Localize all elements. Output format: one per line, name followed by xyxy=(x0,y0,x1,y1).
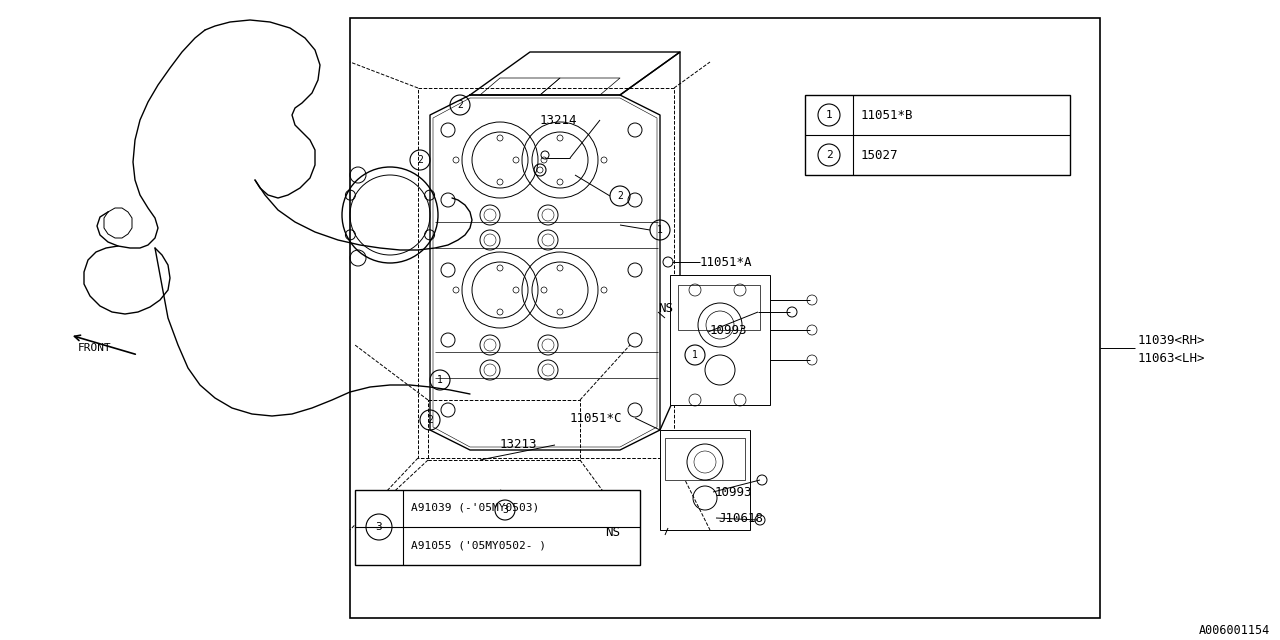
Text: 2: 2 xyxy=(617,191,623,201)
Bar xyxy=(666,438,745,480)
Text: A006001154: A006001154 xyxy=(1199,623,1270,637)
Text: J10618: J10618 xyxy=(718,511,763,525)
Text: 1: 1 xyxy=(692,350,698,360)
Text: 1: 1 xyxy=(657,225,663,235)
Bar xyxy=(355,490,640,565)
Text: 11051*C: 11051*C xyxy=(570,412,622,424)
Text: 11051*B: 11051*B xyxy=(861,109,914,122)
Text: 1: 1 xyxy=(436,375,443,385)
Text: 3: 3 xyxy=(375,522,383,532)
Text: 11063<LH>: 11063<LH> xyxy=(1138,351,1206,365)
Text: NS: NS xyxy=(658,301,673,314)
Text: 13213: 13213 xyxy=(500,438,538,451)
Text: 13214: 13214 xyxy=(540,113,577,127)
Bar xyxy=(678,285,760,330)
Text: 3: 3 xyxy=(502,505,508,515)
Text: FRONT: FRONT xyxy=(78,343,111,353)
Text: 11039<RH>: 11039<RH> xyxy=(1138,333,1206,346)
Text: 2: 2 xyxy=(428,415,433,425)
Bar xyxy=(805,95,1070,175)
Text: 10993: 10993 xyxy=(716,486,753,499)
Text: 1: 1 xyxy=(826,110,832,120)
Text: 15027: 15027 xyxy=(861,148,899,161)
Text: A91039 (-'05MY0503): A91039 (-'05MY0503) xyxy=(411,503,539,513)
Bar xyxy=(349,18,1100,618)
Text: A91055 ('05MY0502- ): A91055 ('05MY0502- ) xyxy=(411,540,547,550)
Text: 2: 2 xyxy=(417,155,422,165)
Bar xyxy=(669,275,771,405)
Text: 2: 2 xyxy=(826,150,832,160)
Text: NS: NS xyxy=(605,525,620,538)
Text: 10993: 10993 xyxy=(710,323,748,337)
Bar xyxy=(660,430,750,530)
Text: 2: 2 xyxy=(457,100,463,110)
Text: 11051*A: 11051*A xyxy=(700,255,753,269)
